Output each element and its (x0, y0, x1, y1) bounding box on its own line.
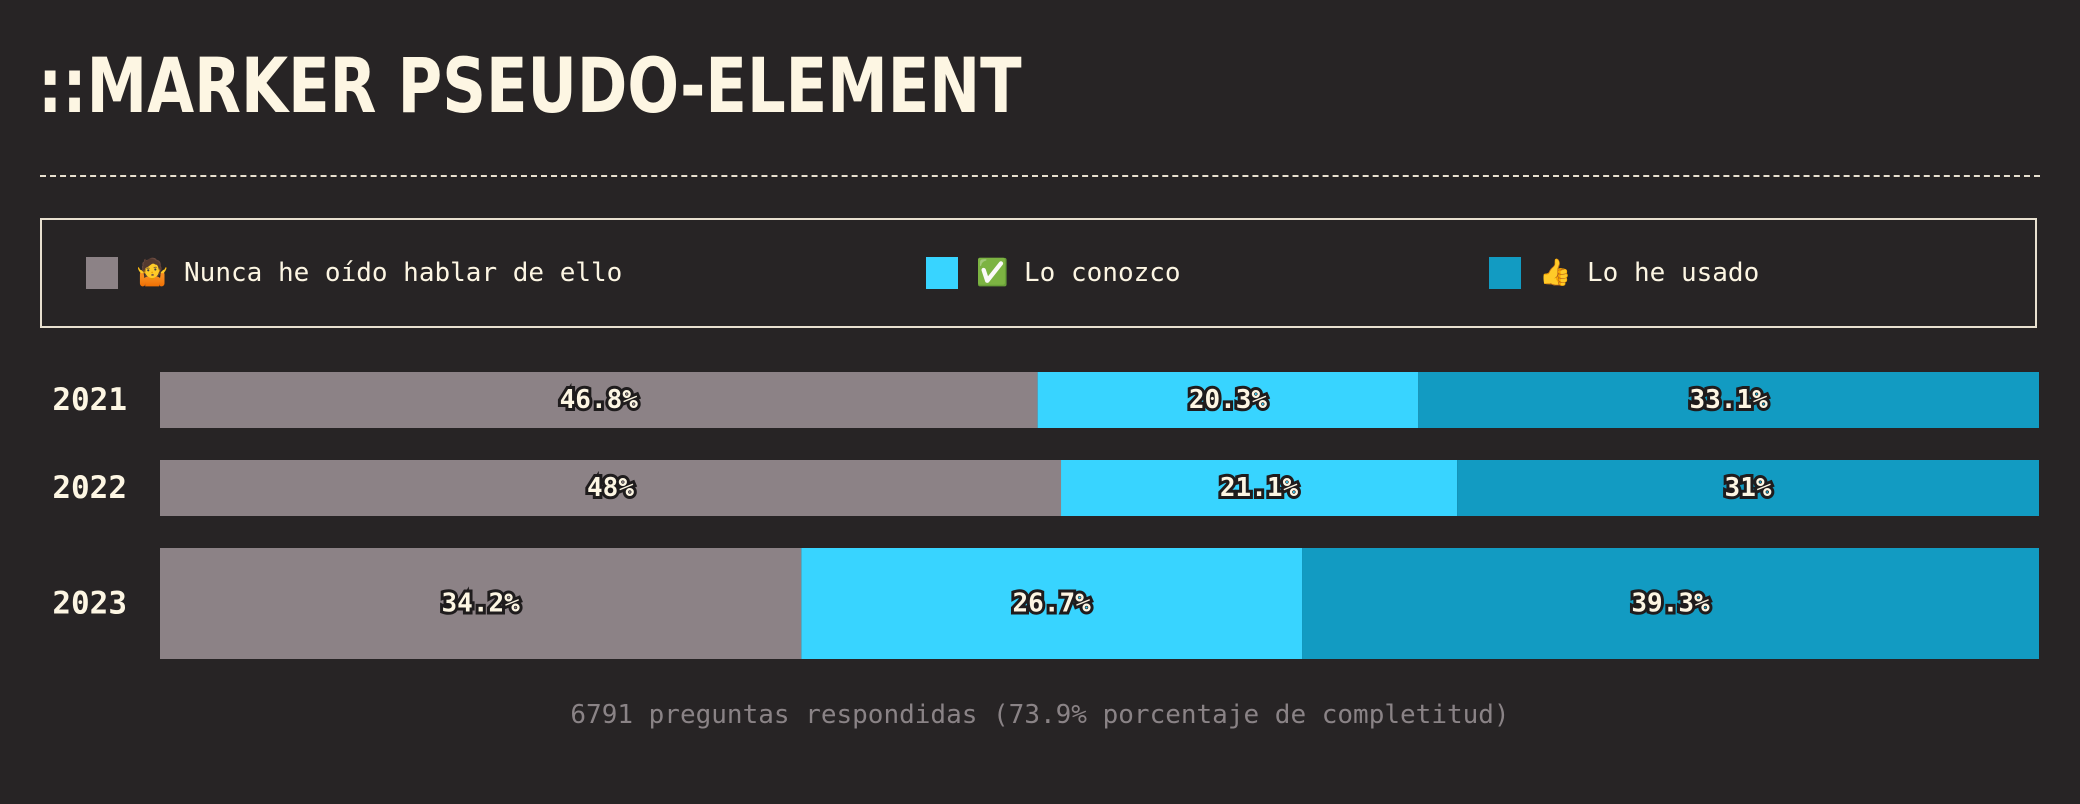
bar-segment-2022-never-heard (160, 460, 1062, 516)
shrug-icon: 🤷 (136, 258, 169, 288)
bar-segment-2022-used-it (1457, 460, 2039, 516)
legend: 🤷 Nunca he oído hablar de ello ✅ Lo cono… (40, 218, 2037, 328)
legend-swatch-used-it (1489, 257, 1521, 289)
bar-segment-2021-never-heard (160, 372, 1038, 428)
legend-item-used-it: 👍 Lo he usado (1489, 220, 1759, 326)
bar-value-label-2023-used-it: 39.3% (1631, 589, 1710, 619)
legend-swatch-never-heard (86, 257, 118, 289)
year-label-2021: 2021 (52, 382, 127, 418)
legend-text-know-it: Lo conozco (1024, 258, 1181, 288)
chart-title: ::MARKER PSEUDO-ELEMENT (38, 41, 1022, 130)
bar-value-label-2022-know-it: 21.1% (1220, 473, 1299, 503)
bar-segment-2023-know-it (801, 548, 1303, 659)
legend-label-never-heard: 🤷 Nunca he oído hablar de ello (136, 258, 622, 288)
legend-swatch-know-it (926, 257, 958, 289)
title-divider (40, 175, 2040, 177)
bar-segment-2021-know-it (1037, 372, 1419, 428)
legend-item-never-heard: 🤷 Nunca he oído hablar de ello (86, 220, 622, 326)
bar-value-label-2023-never-heard: 34.2% (442, 589, 521, 619)
bar-value-label-2023-know-it: 26.7% (1013, 589, 1092, 619)
year-label-2023: 2023 (52, 586, 127, 622)
stacked-bar-chart: 2021 46.8% 20.3% 33.1% 2022 48% 21.1% 31% 2023 34… (52, 372, 2039, 659)
bar-value-label-2021-know-it: 20.3% (1189, 385, 1268, 415)
legend-text-used-it: Lo he usado (1587, 258, 1760, 288)
bar-value-label-2021-never-heard: 46.8% (560, 385, 639, 415)
footer-note: 6791 preguntas respondidas (73.9% porcen… (570, 700, 1510, 730)
check-mark-icon: ✅ (976, 258, 1009, 288)
bar-segment-2023-never-heard (160, 548, 802, 659)
bar-value-label-2022-used-it: 31% (1725, 473, 1772, 503)
legend-item-know-it: ✅ Lo conozco (926, 220, 1181, 326)
bar-value-label-2021-used-it: 33.1% (1690, 385, 1769, 415)
bar-segment-2022-know-it (1061, 460, 1458, 516)
bar-segment-2021-used-it (1418, 372, 2039, 428)
legend-label-used-it: 👍 Lo he usado (1539, 258, 1759, 288)
bar-segment-2023-used-it (1302, 548, 2039, 659)
legend-label-know-it: ✅ Lo conozco (976, 258, 1181, 288)
thumbs-up-icon: 👍 (1539, 258, 1572, 288)
year-label-2022: 2022 (52, 470, 127, 506)
bar-value-label-2022-never-heard: 48% (587, 473, 634, 503)
legend-text-never-heard: Nunca he oído hablar de ello (184, 258, 623, 288)
